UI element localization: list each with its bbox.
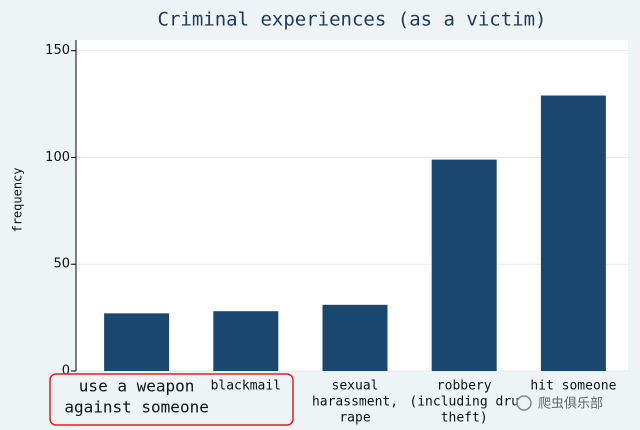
bar <box>213 311 279 371</box>
x-tick-label: rape <box>339 411 370 426</box>
x-tick-label: sexual <box>332 379 379 394</box>
bar <box>322 304 388 371</box>
chart-title: Criminal experiences (as a victim) <box>158 9 547 31</box>
x-tick-label: robbery <box>437 379 492 394</box>
y-tick-label: 50 <box>53 257 70 272</box>
y-axis-label: frequency <box>11 167 25 232</box>
x-tick-label: use a weapon <box>79 377 195 396</box>
x-tick-label: (including dru <box>409 395 519 410</box>
x-tick-label: against someone <box>64 398 209 417</box>
watermark-text: 爬虫俱乐部 <box>538 397 603 412</box>
y-tick-label: 150 <box>45 43 70 58</box>
watermark: 爬虫俱乐部 <box>516 395 603 412</box>
x-tick-label: hit someone <box>530 379 616 394</box>
x-tick-label: harassment, <box>312 395 398 410</box>
x-tick-label: theft) <box>441 411 488 426</box>
bar <box>540 95 606 371</box>
y-tick-label: 0 <box>62 364 70 379</box>
y-tick-label: 100 <box>45 150 70 165</box>
x-tick-label: blackmail <box>211 379 281 394</box>
bar <box>431 159 497 371</box>
highlight-box <box>49 373 294 426</box>
watermark-icon <box>516 395 532 411</box>
bar <box>104 313 170 371</box>
